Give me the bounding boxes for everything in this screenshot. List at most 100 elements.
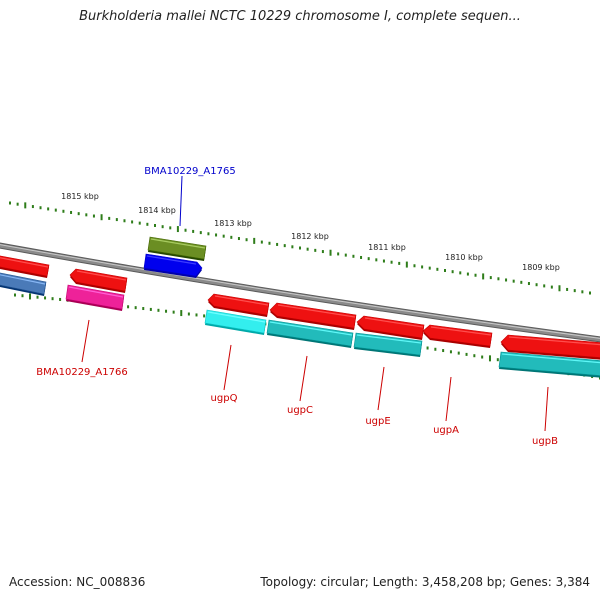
f-red-left-highlight: [0, 257, 49, 268]
f-pink-a1766-label[interactable]: BMA10229_A1766: [36, 367, 127, 378]
outer-tick-mark: [108, 216, 111, 220]
tick-label: 1809 kbp: [522, 263, 560, 272]
outer-tick-mark: [115, 218, 118, 222]
inner-tick-mark: [44, 296, 47, 300]
map-title: Burkholderia mallei NCTC 10229 chromosom…: [79, 9, 521, 24]
outer-tick-mark: [421, 265, 424, 269]
outer-tick-mark: [207, 232, 210, 236]
f-ugpB-arrow[interactable]: [500, 334, 600, 358]
f-ugpQ-arrow[interactable]: [207, 293, 270, 316]
inner-tick-mark: [157, 308, 160, 312]
backbone-ring: [0, 243, 600, 342]
f-steel-left-arrow[interactable]: [0, 272, 47, 295]
outer-tick-mark: [329, 249, 332, 256]
f-ugpC-arrow[interactable]: [269, 302, 357, 329]
inner-tick-mark: [142, 307, 145, 311]
inner-tick-mark: [434, 347, 437, 351]
outer-tick-mark: [535, 283, 538, 287]
outer-tick-mark: [314, 248, 317, 252]
inner-tick-mark: [180, 310, 183, 317]
outer-tick-mark: [527, 282, 530, 286]
outer-tick-mark: [321, 250, 324, 254]
f-olive-a1765-arrow[interactable]: [147, 236, 207, 260]
f-red-a1766-highlight: [76, 270, 127, 281]
f-ugpB-highlight: [508, 336, 600, 346]
outer-tick-mark: [199, 231, 202, 235]
outer-tick-mark: [31, 205, 34, 209]
f-ugpB-label[interactable]: ugpB: [532, 436, 558, 447]
f-ugpQ-cyan-arrow[interactable]: [204, 309, 267, 334]
outer-tick-mark: [352, 254, 355, 258]
outer-tick-mark: [444, 269, 446, 272]
outer-tick-mark: [169, 226, 172, 230]
f-blue-a1765-arrow[interactable]: [143, 253, 203, 277]
inner-tick-mark: [36, 295, 39, 299]
f-ugpA-arrow[interactable]: [422, 324, 493, 347]
inner-tick-mark: [21, 294, 24, 298]
f-ugpE-arrow[interactable]: [356, 315, 425, 339]
f-ugpA-label[interactable]: ugpA: [433, 425, 459, 436]
f-red-left-arrow[interactable]: [0, 255, 50, 277]
outer-tick-mark: [192, 229, 195, 233]
inner-tick-mark: [457, 351, 460, 355]
outer-tick-mark: [390, 260, 393, 264]
f-ugpE-label[interactable]: ugpE: [365, 416, 390, 427]
outer-tick-mark: [550, 285, 553, 289]
outer-tick-mark: [382, 259, 385, 263]
outer-tick-mark: [154, 224, 156, 227]
feature-layer: [0, 236, 600, 378]
f-ugpQ-cyan-highlight: [207, 311, 266, 323]
f-ugpE-leader-line: [377, 366, 385, 411]
outer-tick-mark: [131, 220, 134, 224]
outer-tick-mark: [299, 246, 301, 250]
outer-tick-mark: [47, 207, 50, 211]
outer-tick-mark: [291, 245, 294, 249]
outer-tick-mark: [543, 284, 546, 288]
outer-tick-mark: [222, 234, 225, 238]
outer-tick-mark: [337, 252, 340, 256]
inner-tick-mark: [496, 358, 499, 362]
outer-tick-mark: [405, 261, 408, 268]
f-ugpB-cyan-arrow[interactable]: [498, 351, 600, 376]
tick-label: 1810 kbp: [445, 253, 483, 262]
inner-tick-mark: [149, 307, 152, 311]
outer-tick-mark: [70, 210, 73, 214]
outer-tick-mark: [344, 253, 347, 257]
f-ugpB-cyan-highlight: [501, 353, 600, 364]
f-ugpC-cyan-arrow[interactable]: [266, 319, 354, 347]
inner-tick-mark: [203, 314, 206, 318]
f-ugpC-cyan-highlight: [269, 321, 353, 336]
outer-tick-mark: [276, 242, 279, 246]
outer-tick-mark: [466, 272, 469, 276]
outer-tick-mark: [566, 287, 569, 291]
outer-tick-mark: [16, 202, 19, 206]
outer-tick-mark: [367, 257, 370, 261]
outer-tick-mark: [497, 277, 500, 281]
f-red-a1766-arrow[interactable]: [69, 268, 128, 292]
inner-tick-mark: [449, 350, 452, 354]
f-ugpE-cyan-arrow[interactable]: [353, 332, 423, 356]
outer-tick-mark: [184, 228, 187, 232]
f-olive-a1765-label[interactable]: BMA10229_A1765: [144, 166, 235, 177]
topology-text: Topology: circular; Length: 3,458,208 bp…: [260, 575, 590, 589]
f-pink-a1766-leader-line: [81, 319, 90, 363]
outer-tick-mark: [100, 214, 103, 221]
inner-tick-mark: [465, 352, 468, 356]
outer-tick-mark: [268, 241, 271, 245]
f-steel-left-highlight: [0, 274, 46, 285]
inner-tick-mark: [29, 293, 32, 300]
f-ugpQ-label[interactable]: ugpQ: [211, 393, 238, 404]
f-pink-a1766-arrow[interactable]: [65, 284, 125, 310]
outer-tick-mark: [451, 270, 454, 274]
inner-tick-mark: [488, 355, 491, 362]
outer-tick-mark: [253, 237, 256, 244]
inner-tick-mark: [172, 310, 175, 314]
outer-tick-mark: [39, 206, 42, 210]
f-ugpC-label[interactable]: ugpC: [287, 405, 313, 416]
label-layer: 1815 kbp 1814 kbp 1813 kbp 1812 kbp 1811 kbp…: [36, 166, 560, 447]
outer-tick-mark: [260, 240, 263, 244]
inner-tick-mark: [127, 305, 130, 309]
outer-tick-mark: [77, 212, 80, 216]
f-ugpE-highlight: [364, 317, 424, 328]
